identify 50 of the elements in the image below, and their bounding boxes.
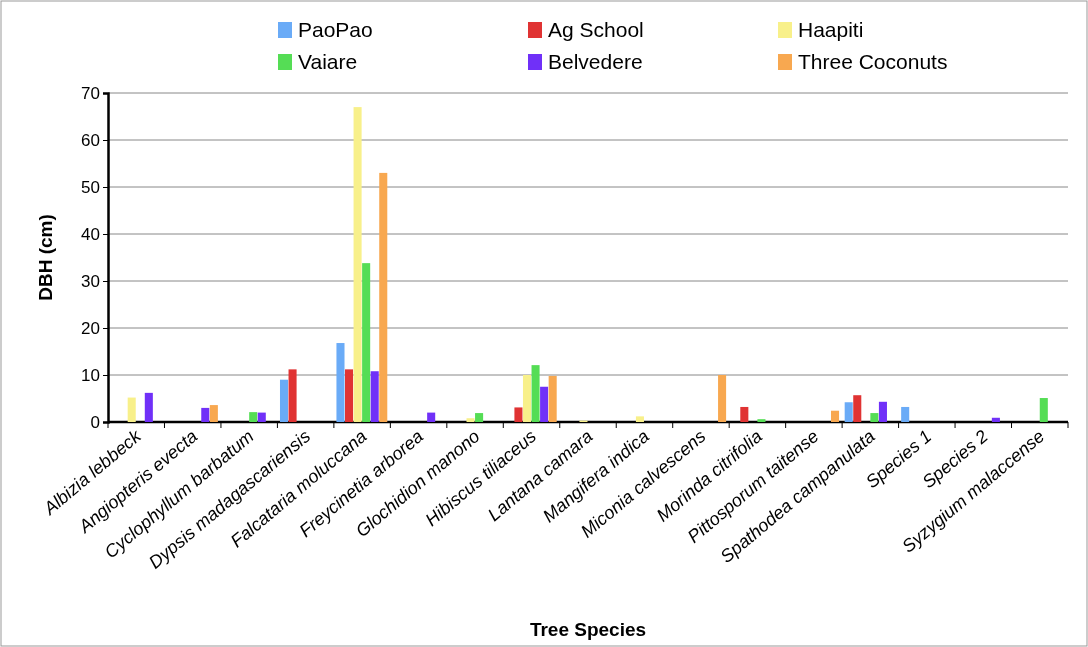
bar <box>870 413 879 422</box>
bar <box>353 107 362 422</box>
bar <box>257 412 266 422</box>
bar <box>144 392 153 422</box>
bar <box>370 371 379 422</box>
bar <box>740 406 749 422</box>
bar <box>531 365 540 422</box>
bar <box>475 413 484 422</box>
legend-label: Haapiti <box>798 18 864 41</box>
bar <box>379 172 388 422</box>
bar <box>991 417 1000 422</box>
bar <box>279 379 289 422</box>
legend-label: Vaiare <box>298 50 358 73</box>
bar <box>362 263 371 422</box>
y-tick-label: 10 <box>81 365 100 385</box>
y-tick-label: 0 <box>90 412 100 432</box>
bar <box>831 410 840 422</box>
bar <box>127 397 136 422</box>
bar <box>901 406 910 422</box>
y-tick-label: 70 <box>81 83 100 103</box>
y-tick-label: 50 <box>81 177 100 197</box>
bar <box>853 395 862 422</box>
bar <box>427 412 436 422</box>
y-axis-title: DBH (cm) <box>35 214 56 301</box>
bar <box>514 407 523 422</box>
bar <box>718 375 727 422</box>
bar <box>757 419 766 422</box>
legend-label: Belvedere <box>548 50 643 73</box>
bar <box>336 343 345 422</box>
bar <box>249 412 258 422</box>
bar <box>635 416 644 422</box>
y-tick-label: 40 <box>81 224 100 244</box>
bar <box>288 369 297 422</box>
bar <box>522 375 532 422</box>
bar <box>466 418 475 422</box>
bar <box>209 405 218 422</box>
y-tick-label: 60 <box>81 130 100 150</box>
bar <box>844 402 853 422</box>
bar <box>1039 398 1048 422</box>
legend-label: Ag School <box>548 18 644 41</box>
bar <box>540 386 549 422</box>
bar <box>548 375 557 422</box>
legend-label: Three Coconuts <box>798 50 948 73</box>
bar <box>878 401 887 422</box>
bar <box>201 407 210 422</box>
x-axis-title: Tree Species <box>529 619 647 640</box>
y-tick-label: 30 <box>81 271 100 291</box>
legend-label: PaoPao <box>298 18 373 41</box>
y-tick-label: 20 <box>81 318 100 338</box>
bar <box>345 369 354 422</box>
